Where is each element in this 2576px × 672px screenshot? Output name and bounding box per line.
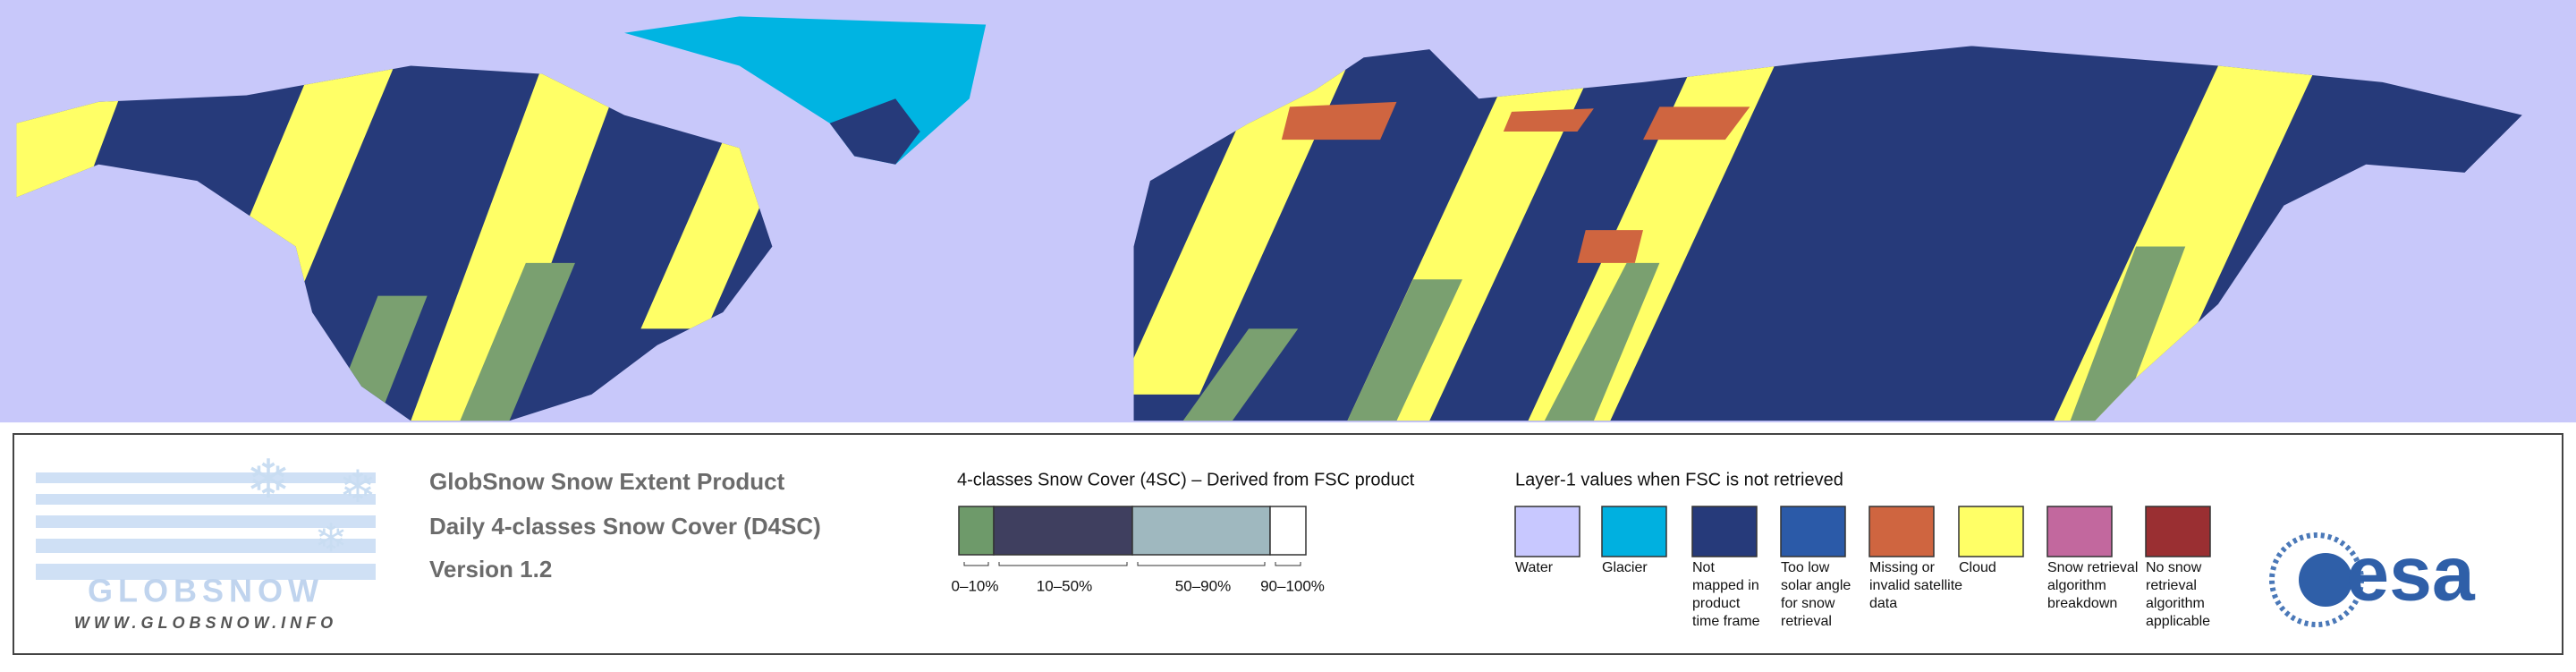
- globsnow-logo: ❄ ❄ ❄ GLOBSNOW WWW.GLOBSNOW.INFO: [36, 449, 377, 632]
- product-subtitle: Daily 4-classes Snow Cover (D4SC): [429, 513, 821, 540]
- bracket: [998, 562, 1128, 566]
- swatch-label: Not: [1692, 560, 1715, 575]
- swatch-label: Snow retrieval: [2047, 560, 2138, 575]
- swatch-label: Glacier: [1602, 560, 1648, 575]
- swatch-label: solar angle: [1781, 578, 1851, 593]
- swatch: [1691, 506, 1758, 557]
- swatch-label: data: [1869, 596, 1897, 611]
- esa-logo: esa: [2269, 532, 2476, 627]
- swatch-label: Too low: [1781, 560, 1830, 575]
- colorbar-label: 50–90%: [1175, 577, 1231, 594]
- swatch-label: retrieval: [1781, 614, 1832, 629]
- logo-url: WWW.GLOBSNOW.INFO: [74, 614, 337, 632]
- svg-text:❄: ❄: [339, 462, 377, 512]
- colorbar-label: 0–10%: [952, 577, 999, 594]
- layer1-title: Layer-1 values when FSC is not retrieved: [1515, 470, 1843, 489]
- bracket: [1275, 562, 1301, 566]
- colorbar-segment: [1131, 506, 1271, 556]
- swatch-label: for snow: [1781, 596, 1835, 611]
- swatch-label: algorithm: [2146, 596, 2205, 611]
- swatch-label: Water: [1515, 560, 1554, 575]
- swatch: [1780, 506, 1846, 557]
- colorbar-segment: [1269, 506, 1307, 556]
- swatch: [1868, 506, 1935, 557]
- swatch-label: applicable: [2146, 614, 2210, 629]
- logo-name: GLOBSNOW: [88, 573, 324, 609]
- product-version: Version 1.2: [429, 556, 552, 583]
- swatch-label: invalid satellite: [1869, 578, 1962, 593]
- svg-text:❄: ❄: [315, 517, 348, 561]
- agency: esa: [2346, 532, 2476, 617]
- swatch: [1958, 506, 2024, 557]
- colorbar-segment: [958, 506, 995, 556]
- swatch-label: breakdown: [2047, 596, 2117, 611]
- swatch-label: mapped in: [1692, 578, 1759, 593]
- product-title: GlobSnow Snow Extent Product: [429, 468, 785, 495]
- swatch-label: algorithm: [2047, 578, 2106, 593]
- map: [0, 0, 2576, 423]
- swatch: [2145, 506, 2211, 557]
- swatch: [1514, 506, 1580, 557]
- swatch-label: product: [1692, 596, 1741, 611]
- colorbar-label: 90–100%: [1260, 577, 1325, 594]
- swatch: [2046, 506, 2113, 557]
- swatch-label: Cloud: [1959, 560, 1996, 575]
- swatch: [1601, 506, 1667, 557]
- swatch-label: Missing or: [1869, 560, 1936, 575]
- svg-text:❄: ❄: [246, 449, 291, 509]
- swatch-label: No snow: [2146, 560, 2202, 575]
- bracket: [1137, 562, 1266, 566]
- colorbar-label: 10–50%: [1037, 577, 1092, 594]
- colorbar-segment: [993, 506, 1133, 556]
- swatch-label: retrieval: [2146, 578, 2197, 593]
- colorbar-title: 4-classes Snow Cover (4SC) – Derived fro…: [957, 470, 1415, 489]
- swatch-label: time frame: [1692, 614, 1760, 629]
- bracket: [963, 562, 989, 566]
